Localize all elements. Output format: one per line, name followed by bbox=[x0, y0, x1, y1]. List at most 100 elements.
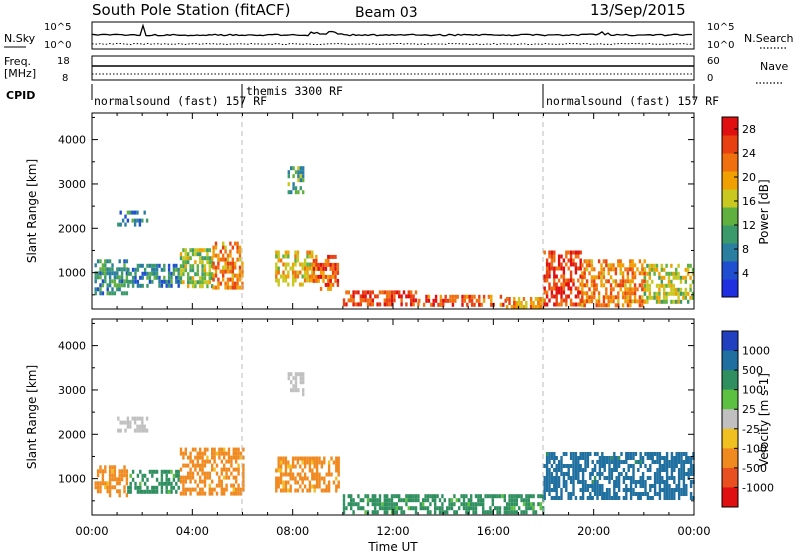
data-cell bbox=[172, 271, 176, 276]
x-tick-label: 20:00 bbox=[577, 524, 610, 538]
data-cell bbox=[560, 460, 563, 464]
data-cell bbox=[308, 464, 312, 469]
data-cell bbox=[625, 488, 628, 492]
velocity-colorbar-tick-label: -25 bbox=[742, 423, 760, 436]
data-cell bbox=[550, 258, 554, 263]
data-cell bbox=[601, 472, 604, 476]
data-cell bbox=[525, 502, 528, 507]
data-cell bbox=[522, 498, 526, 503]
data-cell bbox=[601, 460, 604, 464]
data-cell bbox=[148, 263, 152, 268]
data-cell bbox=[510, 506, 514, 511]
data-cell bbox=[402, 290, 406, 295]
velocity-colorbar-swatch bbox=[722, 428, 738, 449]
data-cell bbox=[684, 267, 687, 272]
data-cell bbox=[658, 484, 662, 488]
data-cell bbox=[429, 494, 432, 499]
data-cell bbox=[194, 280, 197, 285]
y-tick-label: 3000 bbox=[58, 178, 86, 191]
data-cell bbox=[684, 295, 687, 300]
data-cell bbox=[357, 506, 360, 511]
data-cell bbox=[199, 260, 202, 265]
data-cell bbox=[446, 506, 449, 511]
data-cell bbox=[602, 299, 606, 304]
data-cell bbox=[359, 302, 362, 307]
data-cell bbox=[170, 279, 173, 284]
nsearch-tick-low: 10^0 bbox=[707, 40, 734, 51]
data-cell bbox=[217, 281, 220, 286]
data-cell bbox=[284, 254, 288, 259]
data-cell bbox=[491, 498, 494, 503]
data-cell bbox=[226, 281, 230, 286]
data-cell bbox=[131, 469, 135, 474]
data-cell bbox=[586, 460, 590, 464]
data-cell bbox=[104, 275, 107, 280]
data-cell bbox=[665, 484, 669, 488]
data-cell bbox=[677, 295, 680, 300]
data-cell bbox=[108, 271, 112, 276]
data-cell bbox=[689, 283, 692, 288]
data-cell bbox=[238, 253, 242, 258]
data-cell bbox=[337, 464, 340, 469]
data-cell bbox=[585, 279, 589, 284]
data-cell bbox=[236, 241, 239, 246]
data-cell bbox=[177, 267, 180, 272]
data-cell bbox=[308, 278, 312, 283]
data-cell bbox=[226, 261, 230, 266]
data-cell bbox=[315, 274, 318, 279]
data-cell bbox=[643, 279, 646, 284]
data-cell bbox=[336, 278, 340, 283]
data-cell bbox=[522, 510, 526, 515]
data-cell bbox=[419, 506, 422, 511]
data-cell bbox=[677, 492, 681, 496]
data-cell bbox=[460, 494, 463, 499]
data-cell bbox=[643, 299, 647, 304]
data-cell bbox=[574, 286, 578, 291]
data-cell bbox=[631, 291, 634, 296]
data-cell bbox=[315, 472, 319, 477]
data-cell bbox=[229, 253, 232, 258]
data-cell bbox=[649, 456, 652, 460]
data-cell bbox=[196, 471, 199, 476]
data-cell bbox=[545, 484, 549, 488]
data-cell bbox=[629, 287, 632, 292]
data-cell bbox=[574, 496, 578, 500]
data-cell bbox=[422, 498, 425, 503]
data-cell bbox=[655, 283, 659, 288]
data-cell bbox=[104, 271, 107, 276]
data-cell bbox=[287, 170, 290, 175]
data-cell bbox=[189, 471, 192, 476]
data-cell bbox=[282, 484, 285, 489]
data-cell bbox=[383, 290, 386, 295]
data-cell bbox=[302, 170, 305, 175]
data-cell bbox=[225, 459, 228, 464]
data-cell bbox=[101, 267, 105, 272]
data-cell bbox=[588, 299, 591, 304]
data-cell bbox=[595, 275, 598, 280]
data-cell bbox=[303, 476, 307, 481]
data-cell bbox=[598, 492, 602, 496]
data-cell bbox=[498, 510, 502, 515]
data-cell bbox=[218, 455, 221, 460]
data-cell bbox=[313, 460, 316, 465]
data-cell bbox=[661, 464, 664, 468]
power-colorbar-swatch bbox=[722, 171, 738, 190]
data-cell bbox=[555, 480, 558, 484]
date-label: 13/Sep/2015 bbox=[590, 1, 686, 19]
data-cell bbox=[337, 456, 340, 461]
data-cell bbox=[673, 476, 676, 480]
data-cell bbox=[279, 480, 283, 485]
data-cell bbox=[627, 456, 630, 460]
data-cell bbox=[602, 267, 606, 272]
data-cell bbox=[644, 452, 647, 456]
data-cell bbox=[172, 477, 176, 482]
data-cell bbox=[548, 452, 551, 456]
data-cell bbox=[569, 286, 573, 291]
data-cell bbox=[393, 298, 396, 303]
data-cell bbox=[374, 506, 377, 511]
data-cell bbox=[299, 282, 302, 287]
data-cell bbox=[577, 266, 580, 271]
data-cell bbox=[567, 476, 570, 480]
data-cell bbox=[449, 298, 452, 303]
